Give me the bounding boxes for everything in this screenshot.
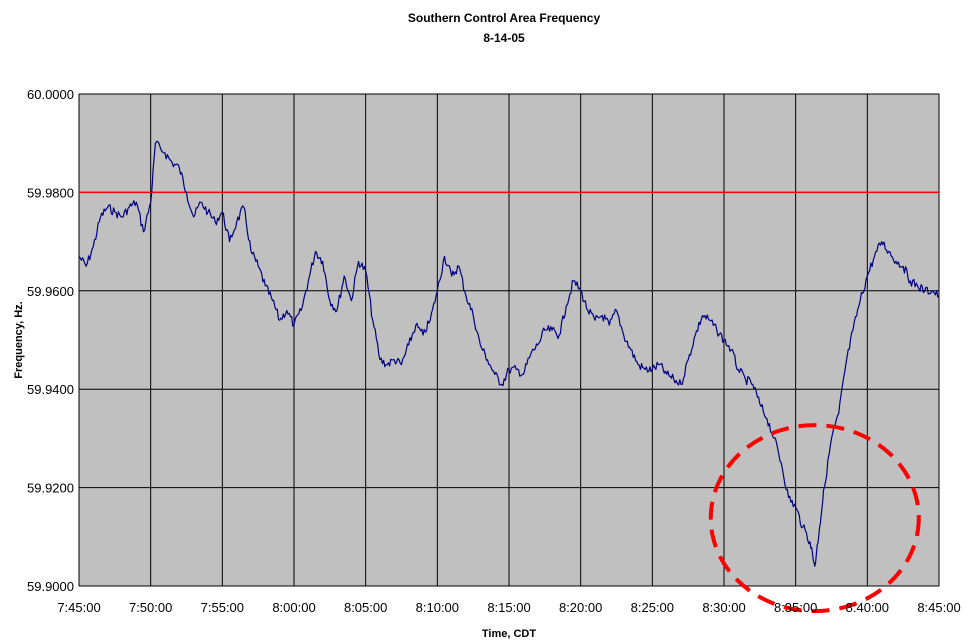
x-tick-label: 8:45:00 (917, 600, 960, 615)
x-tick-label: 8:30:00 (702, 600, 745, 615)
x-tick-label: 8:00:00 (272, 600, 315, 615)
highlight-ellipse (708, 423, 921, 614)
y-tick-label: 59.9400 (27, 382, 74, 397)
y-tick-labels: 60.0000 59.9800 59.9600 59.9400 59.9200 59.90… (27, 87, 74, 594)
chart-subtitle: 8-14-05 (483, 31, 525, 45)
y-axis-title: Frequency, Hz. (13, 301, 25, 378)
y-tick-label: 60.0000 (27, 87, 74, 102)
x-tick-labels: 7:45:00 7:50:00 7:55:00 8:00:00 8:05:00 8:10:… (57, 600, 960, 615)
frequency-series-line (78, 140, 940, 567)
x-tick-label: 7:45:00 (57, 600, 100, 615)
x-tick-label: 8:20:00 (559, 600, 602, 615)
y-tick-label: 59.9800 (27, 185, 74, 200)
y-tick-label: 59.9200 (27, 481, 74, 496)
series-group (78, 140, 940, 567)
x-tick-label: 7:50:00 (129, 600, 172, 615)
x-tick-label: 8:25:00 (631, 600, 674, 615)
x-axis-title: Time, CDT (482, 628, 536, 640)
chart-title: Southern Control Area Frequency (408, 11, 601, 25)
x-tick-label: 8:15:00 (487, 600, 530, 615)
y-tick-label: 59.9600 (27, 284, 74, 299)
y-tick-label: 59.9000 (27, 579, 74, 594)
x-tick-label: 8:40:00 (846, 600, 889, 615)
x-tick-label: 8:05:00 (344, 600, 387, 615)
x-tick-label: 7:55:00 (201, 600, 244, 615)
highlight-group (708, 423, 921, 614)
x-tick-label: 8:35:00 (774, 600, 817, 615)
x-tick-label: 8:10:00 (416, 600, 459, 615)
